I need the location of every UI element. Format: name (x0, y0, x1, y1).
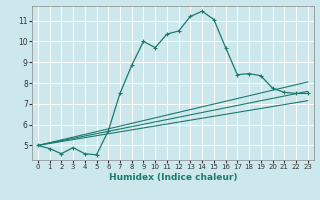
X-axis label: Humidex (Indice chaleur): Humidex (Indice chaleur) (108, 173, 237, 182)
